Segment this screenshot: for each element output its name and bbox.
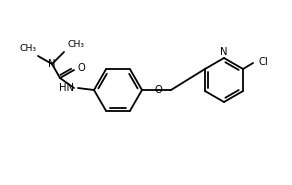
Text: O: O xyxy=(78,63,86,73)
Text: N: N xyxy=(48,59,56,69)
Text: HN: HN xyxy=(59,83,74,93)
Text: CH₃: CH₃ xyxy=(67,40,84,49)
Text: Cl: Cl xyxy=(258,57,268,67)
Text: CH₃: CH₃ xyxy=(19,44,36,53)
Text: N: N xyxy=(220,47,228,57)
Text: O: O xyxy=(154,85,162,95)
